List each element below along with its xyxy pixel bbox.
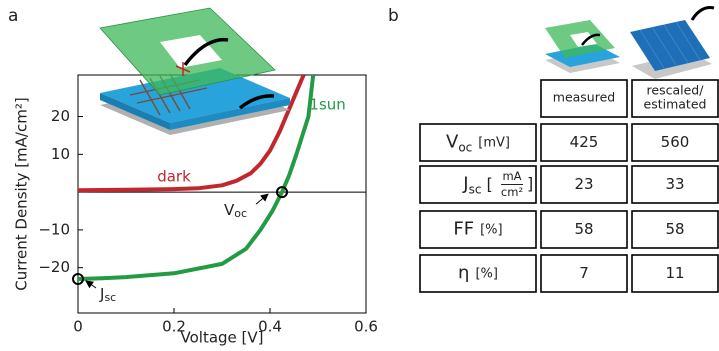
row-header-cell xyxy=(419,210,537,249)
row-header: Voc [mV] xyxy=(446,132,510,155)
row-header: FF [%] xyxy=(453,219,502,240)
y-tick-label: 20 xyxy=(51,107,70,125)
header-cell xyxy=(631,79,719,118)
panel-label: b xyxy=(388,6,399,26)
row-header-cell xyxy=(419,123,537,162)
value-cell xyxy=(631,254,719,293)
cell-value: 58 xyxy=(665,220,684,238)
point-arrow xyxy=(85,280,97,289)
point-label-sub: oc xyxy=(234,207,247,220)
y-tick-label: −20 xyxy=(38,258,70,276)
quantity-sub: oc xyxy=(458,140,472,154)
point-label-main: J xyxy=(99,285,104,303)
quantity: η xyxy=(458,263,469,284)
x-tick-label: 0.6 xyxy=(354,318,378,336)
value-cell xyxy=(540,123,628,162)
column-header: measured xyxy=(553,90,615,105)
quantity-sub: sc xyxy=(469,182,482,196)
marked-point xyxy=(72,273,84,285)
unit: [%] xyxy=(475,266,498,281)
results-table: measured rescaled/estimated Voc [mV] 425 560 J… xyxy=(419,79,719,293)
unit-numerator: mA xyxy=(502,169,521,183)
jv-chart: 0 0.2 0.4 0.6 −20 −10 10 20 Voltage [V] Current D… xyxy=(13,74,378,347)
header-cell xyxy=(540,79,628,118)
row-header: Jsc [ xyxy=(462,174,492,197)
unit-bracket: ] xyxy=(527,174,533,193)
point-label-sub: sc xyxy=(104,291,116,304)
value-cell xyxy=(631,123,719,162)
column-header: estimated xyxy=(644,97,707,112)
value-cell xyxy=(540,165,628,204)
point-label: Jsc xyxy=(99,285,116,305)
cell-value: 33 xyxy=(665,175,684,193)
x-tick-label: 0.4 xyxy=(258,318,282,336)
x-axis-label: Voltage [V] xyxy=(181,329,264,347)
row-header: η [%] xyxy=(458,263,498,284)
quantity: J xyxy=(462,174,468,195)
marked-point xyxy=(276,186,288,199)
y-tick-label: −10 xyxy=(38,220,70,238)
panel-label: a xyxy=(8,6,18,26)
value-cell xyxy=(631,165,719,204)
cell-value: 11 xyxy=(665,264,684,282)
quantity: V xyxy=(446,132,459,153)
device-illustration-small xyxy=(545,6,715,79)
cell-value: 7 xyxy=(579,264,589,282)
cell-value: 560 xyxy=(661,133,690,151)
unit-denominator: cm² xyxy=(501,185,523,199)
point-label-main: V xyxy=(224,201,235,219)
jv-curve xyxy=(78,75,306,193)
plot-area xyxy=(78,75,316,281)
unit-bracket: [ xyxy=(486,174,492,193)
x-tick-label: 0.2 xyxy=(162,318,186,336)
cell-value: 23 xyxy=(574,175,593,193)
point-arrow xyxy=(255,193,269,205)
y-tick-label: 10 xyxy=(51,145,70,163)
cell-value: 425 xyxy=(570,133,599,151)
unit: [%] xyxy=(480,222,503,237)
cell-value: 58 xyxy=(574,220,593,238)
value-cell xyxy=(540,210,628,249)
value-cell xyxy=(540,254,628,293)
jv-curve xyxy=(78,75,316,281)
point-label: Voc xyxy=(224,201,247,221)
y-axis-label: Current Density [mA/cm²] xyxy=(13,97,31,290)
column-header: rescaled/ xyxy=(647,83,705,98)
quantity: FF xyxy=(453,219,474,240)
x-tick-label: 0 xyxy=(73,318,83,336)
series-label: 1sun xyxy=(309,96,345,114)
device-illustration xyxy=(99,7,290,135)
value-cell xyxy=(631,210,719,249)
row-header-cell xyxy=(419,254,537,293)
series-label: dark xyxy=(157,168,191,186)
unit: [mV] xyxy=(478,135,510,150)
